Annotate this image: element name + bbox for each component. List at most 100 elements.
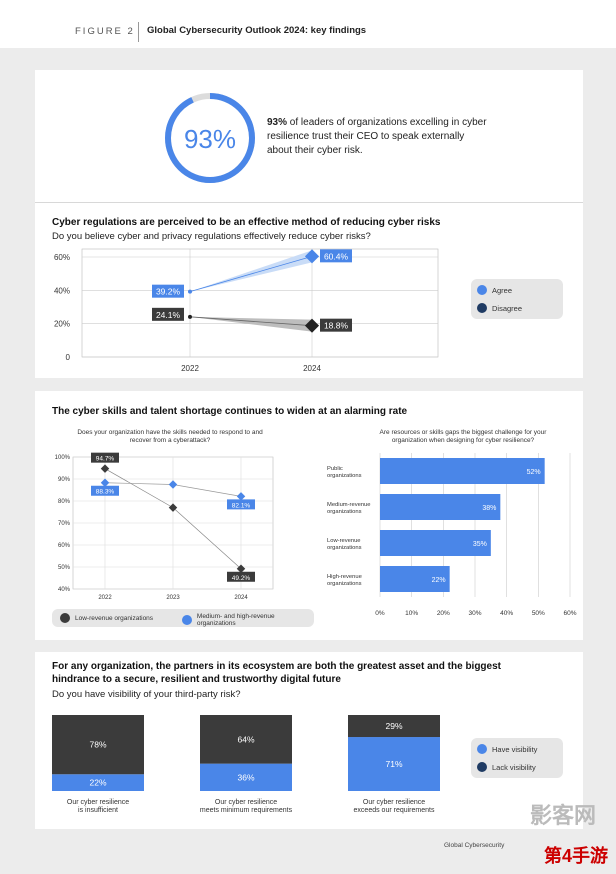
bar-0 <box>380 458 545 484</box>
bar-value-label: 35% <box>473 541 487 548</box>
skills-right-question: Are resources or skills gaps the biggest… <box>379 429 547 444</box>
category-label: Our cyber resilience <box>215 799 277 806</box>
regulations-chart: 0 20% 40% 60% 2022 2024 39.2% 60.4% 24.1% 18.8% <box>54 248 439 373</box>
disagree-label-2022: 24.1% <box>156 310 181 320</box>
x-tick-label: 2022 <box>181 364 199 373</box>
donut-arc <box>165 93 255 183</box>
x-tick-label: 30% <box>468 610 481 617</box>
lack-visibility-bar-2 <box>348 715 440 738</box>
series-1-label-0: 88.3% <box>96 489 115 496</box>
series-0-label-2: 49.2% <box>232 575 251 582</box>
section-divider-1 <box>35 202 583 203</box>
plot-frame <box>81 248 439 358</box>
y-tick-label: 0 <box>66 353 71 362</box>
agree-line <box>189 255 313 293</box>
agree-label-2024: 60.4% <box>324 251 349 261</box>
x-tick-label: 2022 <box>98 595 112 599</box>
figure-label: FIGURE 2 <box>75 26 135 37</box>
y-tick-label: 80% <box>58 499 71 505</box>
bar-category-label: Public <box>327 466 343 472</box>
y-tick-label: 40% <box>58 587 71 593</box>
disagree-label-2024-bg <box>320 318 352 332</box>
legend-agree: Agree <box>477 285 512 295</box>
bar-category-label-line2: organizations <box>327 509 362 515</box>
regulations-panel: Cyber regulations are perceived to be an… <box>35 203 583 378</box>
donut-caption: 93% of leaders of organizations excellin… <box>267 116 487 158</box>
x-tick-label: 2024 <box>234 595 248 599</box>
bar-2 <box>380 530 491 556</box>
x-tick-label: 20% <box>437 610 450 617</box>
bar-category-label-line2: organizations <box>327 545 362 551</box>
watermark-bottom: 第4手游 <box>543 846 608 866</box>
skills-line-chart: 40% 50% 60% 70% 80% 90% 100% 2022 2023 2024 94.7% 4… <box>55 452 274 599</box>
legend-low-revenue: Low-revenue organizations <box>60 613 153 623</box>
y-tick-label: 90% <box>58 477 71 483</box>
series-1-label-2: 82.1% <box>232 502 251 509</box>
regulations-title: Cyber regulations are perceived to be an… <box>52 217 441 228</box>
series-1-label-bg-0 <box>91 485 119 496</box>
agree-label-2022: 39.2% <box>156 287 181 297</box>
legend-have-visibility-label: Have visibility <box>492 744 538 754</box>
agree-point-2024 <box>304 249 320 264</box>
y-tick-label: 60% <box>58 543 71 549</box>
watermark-top: 影客网 <box>529 803 596 828</box>
lack-visibility-label: 29% <box>385 721 402 731</box>
category-label-line2: is insufficient <box>78 807 118 814</box>
legend-medium-high-revenue-swatch <box>182 615 192 625</box>
donut-caption-bold: 93% <box>267 117 288 128</box>
legend-low-revenue-swatch <box>60 613 70 623</box>
have-visibility-bar-0 <box>52 774 144 791</box>
x-tick-label: 50% <box>532 610 545 617</box>
ecosystem-subtitle: Do you have visibility of your third-par… <box>52 689 241 700</box>
lack-visibility-bar-0 <box>52 715 144 775</box>
agree-band <box>190 250 312 292</box>
ecosystem-panel: For any organization, the partners in it… <box>35 652 583 829</box>
lack-visibility-label: 64% <box>237 734 254 744</box>
x-tick-label: 2023 <box>166 595 180 599</box>
bar-category-label: Medium-revenue <box>327 502 371 508</box>
skills-bar-chart: 0% 10% 20% 30% 40% 50% 60%52%Publicorganizatio… <box>327 453 577 617</box>
legend-disagree: Disagree <box>477 303 522 313</box>
series-0-label-bg-2 <box>227 571 255 582</box>
header-divider <box>138 22 139 42</box>
donut-chart: 93% <box>165 93 255 183</box>
y-tick-label: 70% <box>58 521 71 527</box>
legend-agree-swatch <box>477 285 487 295</box>
bar-value-label: 38% <box>482 505 496 512</box>
ecosystem-title: For any organization, the partners in it… <box>52 661 501 685</box>
series-1-point-2 <box>236 492 246 501</box>
bar-3 <box>380 566 450 592</box>
x-tick-label: 2024 <box>303 364 321 373</box>
donut-value: 93% <box>184 124 236 154</box>
legend-low-revenue-label: Low-revenue organizations <box>75 614 154 622</box>
y-tick-label: 60% <box>54 253 70 262</box>
have-visibility-bar-1 <box>200 763 292 791</box>
bar-category-label: High-revenue <box>327 574 362 580</box>
regulations-subtitle: Do you believe cyber and privacy regulat… <box>52 231 371 242</box>
skills-legend: Low-revenue organizations Medium- and hi… <box>52 609 314 627</box>
lack-visibility-bar-1 <box>200 715 292 764</box>
x-tick-label: 40% <box>500 610 513 617</box>
legend-have-visibility: Have visibility <box>477 744 537 754</box>
category-label: Our cyber resilience <box>67 799 129 806</box>
series-0-point-0 <box>100 464 110 473</box>
x-tick-label: 0% <box>375 610 385 617</box>
bar-category-label-line2: organizations <box>327 473 362 479</box>
agree-label-2022-bg <box>152 284 184 298</box>
legend-disagree-swatch <box>477 303 487 313</box>
series-0-label-0: 94.7% <box>96 456 115 463</box>
have-visibility-label: 22% <box>89 778 106 788</box>
category-label: Our cyber resilience <box>363 799 425 806</box>
series-0-label-bg-0 <box>91 452 119 463</box>
figure-header: FIGURE 2 Global Cybersecurity Outlook 20… <box>0 0 616 48</box>
disagree-band <box>190 316 312 332</box>
legend-disagree-label: Disagree <box>492 303 523 313</box>
have-visibility-label: 36% <box>237 772 254 782</box>
legend-have-visibility-swatch <box>477 744 487 754</box>
bar-value-label: 52% <box>527 469 541 476</box>
series-1-label-bg-2 <box>227 499 255 510</box>
legend-lack-visibility-label: Lack visibility <box>492 762 536 772</box>
y-tick-label: 50% <box>58 565 71 571</box>
x-tick-label: 60% <box>563 610 576 617</box>
